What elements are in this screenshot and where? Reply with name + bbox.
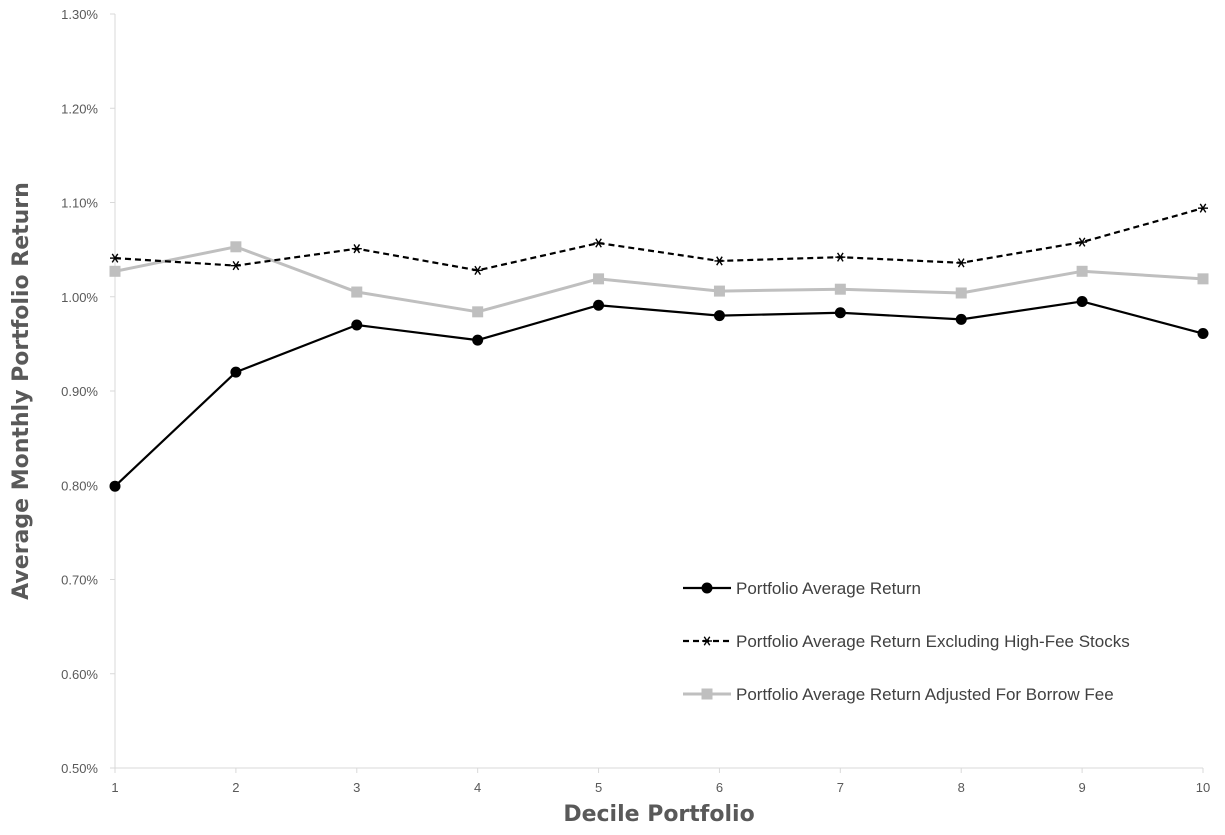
asterisk-stroke <box>703 636 711 646</box>
data-point-circle <box>1197 328 1209 340</box>
x-tick-label: 8 <box>958 780 965 795</box>
data-point-circle <box>230 366 242 378</box>
data-point-circle <box>834 307 846 319</box>
data-point-square <box>230 241 242 253</box>
series-layer <box>109 203 1209 492</box>
asterisk-stroke <box>1078 237 1086 247</box>
data-point-circle <box>713 310 725 322</box>
asterisk-stroke <box>111 253 119 263</box>
data-point-square <box>593 273 605 285</box>
series-3 <box>109 241 1209 318</box>
data-point-asterisk <box>230 261 241 271</box>
data-point-asterisk <box>702 636 712 646</box>
data-point-circle <box>351 319 363 331</box>
legend-item-1: Portfolio Average Return <box>683 579 921 598</box>
x-tick-label: 7 <box>837 780 844 795</box>
series-2 <box>110 203 1208 275</box>
data-point-circle <box>472 334 484 346</box>
y-tick-label: 1.20% <box>61 101 98 116</box>
asterisk-stroke <box>232 261 240 271</box>
x-tick-label: 5 <box>595 780 602 795</box>
legend: Portfolio Average Return Portfolio Averag… <box>683 579 1130 704</box>
data-point-square <box>834 283 846 295</box>
asterisk-stroke <box>474 265 482 275</box>
series-line <box>114 300 1204 487</box>
asterisk-stroke <box>353 244 361 254</box>
data-point-asterisk <box>1077 237 1088 247</box>
asterisk-stroke <box>595 238 602 248</box>
y-tick-label: 0.70% <box>61 573 98 588</box>
x-tick-label: 1 <box>111 780 118 795</box>
x-tick-label: 10 <box>1196 780 1210 795</box>
asterisk-stroke <box>836 252 844 262</box>
series-1 <box>109 295 1209 492</box>
data-point-asterisk <box>593 238 604 248</box>
data-point-circle <box>955 313 967 325</box>
data-point-square <box>472 306 484 318</box>
data-point-square <box>713 285 725 297</box>
data-point-square <box>701 688 713 700</box>
x-tick-label: 3 <box>353 780 360 795</box>
x-axis: 1 2 3 4 5 6 7 8 9 10 <box>111 767 1210 795</box>
asterisk-stroke <box>957 258 965 268</box>
y-tick-label: 0.60% <box>61 667 98 682</box>
data-point-circle <box>701 582 713 594</box>
asterisk-stroke <box>716 256 723 266</box>
legend-label: Portfolio Average Return Adjusted For Bo… <box>736 685 1114 704</box>
y-axis: 0.50% 0.60% 0.70% 0.80% 0.90% 1.00% 1.10% 1.20%… <box>61 7 116 776</box>
data-point-square <box>1197 273 1209 285</box>
x-axis-title: Decile Portfolio <box>563 802 754 827</box>
data-point-square <box>351 286 363 298</box>
data-point-asterisk <box>835 252 846 262</box>
y-tick-label: 0.80% <box>61 478 98 493</box>
x-tick-label: 4 <box>474 780 481 795</box>
y-tick-label: 1.00% <box>61 290 98 305</box>
y-tick-label: 1.10% <box>61 196 98 211</box>
y-tick-label: 1.30% <box>61 7 98 22</box>
data-point-asterisk <box>351 244 362 254</box>
data-point-asterisk <box>956 258 967 268</box>
y-tick-label: 0.90% <box>61 384 98 399</box>
legend-label: Portfolio Average Return Excluding High-… <box>736 632 1130 651</box>
y-tick-label: 0.50% <box>61 761 98 776</box>
legend-item-2: Portfolio Average Return Excluding High-… <box>683 632 1130 651</box>
data-point-square <box>955 287 967 299</box>
x-tick-label: 6 <box>716 780 723 795</box>
data-point-square <box>109 265 121 277</box>
data-point-circle <box>593 299 605 311</box>
legend-label: Portfolio Average Return <box>736 579 921 598</box>
x-tick-label: 2 <box>232 780 239 795</box>
series-line <box>114 245 1204 314</box>
y-axis-title: Average Monthly Portfolio Return <box>9 182 34 600</box>
data-point-square <box>1076 265 1088 277</box>
data-point-asterisk <box>1198 203 1208 213</box>
legend-item-3: Portfolio Average Return Adjusted For Bo… <box>683 685 1114 704</box>
data-point-asterisk <box>714 256 725 266</box>
x-tick-label: 9 <box>1078 780 1085 795</box>
data-point-circle <box>1076 295 1088 307</box>
asterisk-stroke <box>1199 203 1207 213</box>
data-point-asterisk <box>110 253 120 263</box>
data-point-circle <box>109 480 121 492</box>
data-point-asterisk <box>472 265 483 275</box>
series-line <box>114 207 1204 272</box>
